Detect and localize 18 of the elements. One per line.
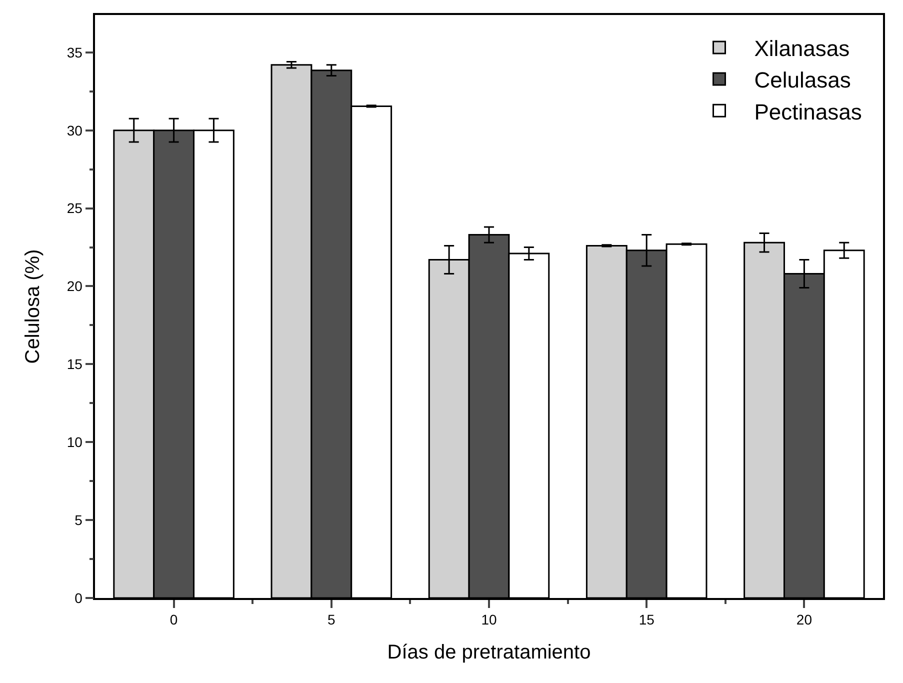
y-tick-label: 30 [66, 122, 83, 138]
y-tick-label: 5 [74, 512, 83, 528]
legend-label: Xilanasas [754, 36, 850, 62]
y-tick-label: 35 [66, 44, 83, 60]
y-tick-label: 10 [66, 434, 83, 450]
y-tick-label: 0 [74, 590, 83, 606]
x-tick-label: 10 [481, 612, 497, 628]
legend-label: Pectinasas [754, 99, 862, 124]
y-axis-title: Celulosa (%) [22, 249, 44, 364]
legend-label: Celulasas [754, 68, 851, 93]
x-tick-label: 20 [796, 612, 812, 628]
y-tick-label: 15 [66, 356, 83, 372]
x-tick-label: 5 [328, 612, 336, 628]
y-tick-label: 25 [66, 200, 83, 216]
x-axis-title: Días de pretratamiento [387, 642, 591, 664]
x-tick-label: 0 [170, 612, 178, 628]
y-tick-label: 20 [66, 278, 83, 294]
x-tick-label: 15 [638, 612, 655, 628]
